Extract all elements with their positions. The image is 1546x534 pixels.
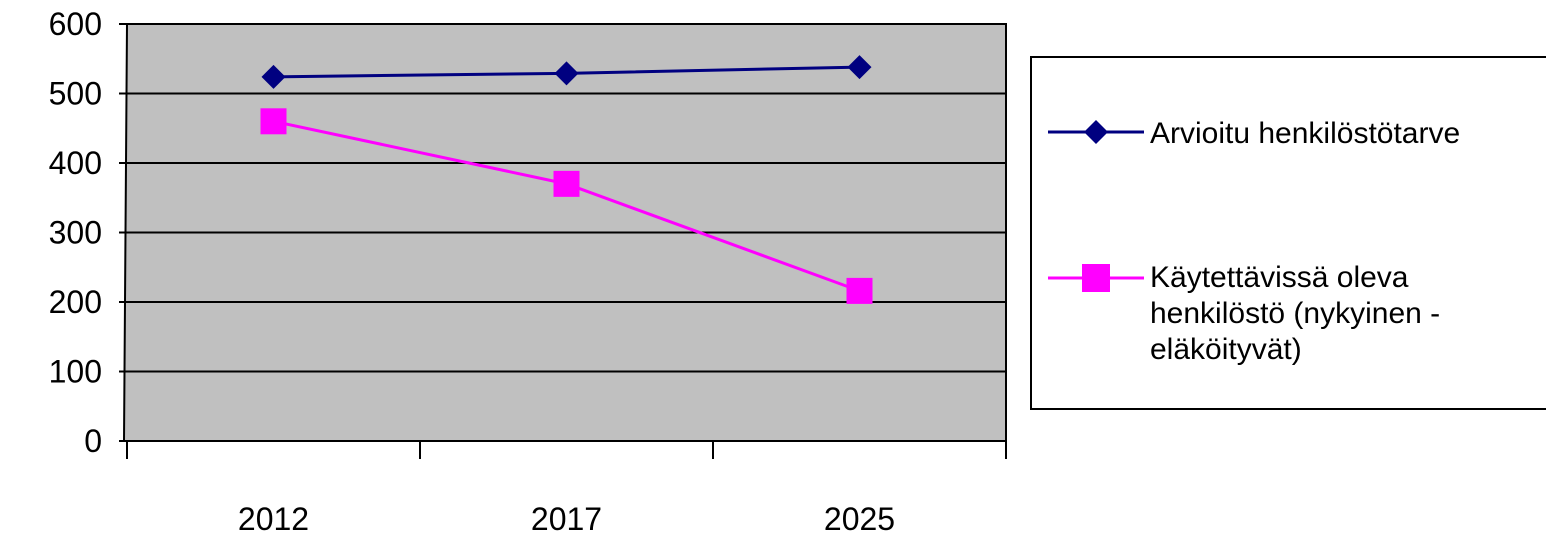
y-axis-ticks: 0 100 200 300 400 500 600	[49, 6, 127, 459]
data-point	[261, 64, 286, 89]
y-tick-label: 200	[49, 284, 102, 320]
series-1	[261, 55, 872, 89]
data-point	[554, 61, 579, 86]
y-tick-label: 300	[49, 215, 102, 251]
y-tick-label: 0	[84, 423, 102, 459]
data-point	[260, 108, 287, 135]
data-point	[846, 277, 873, 304]
legend-swatch-series-2	[1048, 264, 1144, 292]
x-tick-label: 2012	[238, 501, 309, 534]
legend-label-series-1: Arvioitu henkilöstötarve	[1150, 117, 1461, 150]
y-tick-label: 100	[49, 354, 102, 390]
legend-swatch-series-1	[1048, 120, 1144, 144]
x-tick-label: 2025	[824, 501, 895, 534]
series-2	[260, 108, 873, 304]
y-tick-label: 600	[49, 6, 102, 42]
x-tick-label: 2017	[531, 501, 602, 534]
y-tick-label: 400	[49, 145, 102, 181]
legend-label-series-2: Käytettävissä oleva henkilöstö (nykyinen…	[1150, 261, 1441, 366]
data-point	[553, 170, 580, 197]
legend: Arvioitu henkilöstötarve Käytettävissä o…	[1030, 56, 1546, 410]
series-lines	[260, 55, 873, 304]
data-point	[847, 55, 872, 80]
y-tick-label: 500	[49, 76, 102, 112]
x-axis-ticks: 2012 2017 2025	[126, 441, 1007, 534]
